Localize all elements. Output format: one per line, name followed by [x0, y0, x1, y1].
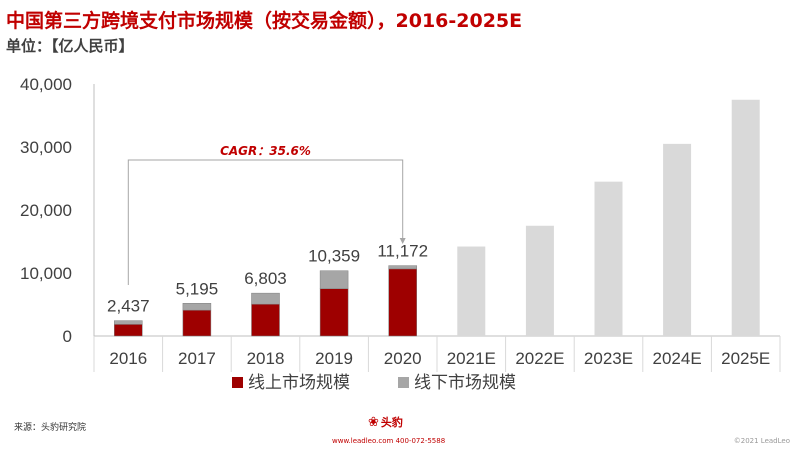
x-tick-label: 2024E — [653, 349, 702, 368]
footer-logo: ❀ 头豹 — [368, 414, 403, 430]
legend-label: 线上市场规模 — [248, 373, 350, 393]
x-tick-label: 2021E — [447, 349, 496, 368]
copyright: ©2021 LeadLeo — [733, 437, 790, 445]
data-label: 10,359 — [308, 247, 360, 266]
offline-bar — [182, 303, 212, 311]
y-tick-label: 10,000 — [20, 264, 72, 283]
cagr-bracket — [127, 159, 404, 285]
source-note: 来源：头豹研究院 — [14, 423, 87, 433]
forecast-bar — [457, 246, 486, 336]
cagr-annotation: CAGR：35.6% — [220, 144, 311, 158]
data-label: 6,803 — [244, 269, 287, 288]
offline-bar — [388, 265, 417, 270]
x-tick-label: 2016 — [109, 349, 147, 368]
legend-swatch — [232, 377, 243, 388]
chart-title: 中国第三方跨境支付市场规模（按交易金额），2016-2025E — [6, 10, 523, 32]
online-bar — [388, 268, 417, 337]
forecast-bar — [731, 99, 760, 336]
data-label: 11,172 — [377, 242, 428, 261]
x-tick-label: 2019 — [315, 349, 353, 368]
x-tick-label: 2023E — [584, 349, 633, 368]
x-tick-label: 2017 — [178, 349, 216, 368]
legend-swatch — [398, 377, 409, 388]
footer-contact: www.leadleo.com 400-072-5588 — [332, 437, 445, 445]
forecast-bar — [663, 143, 692, 336]
bar-chart: 0 10,000 20,000 30,000 40,000 2016 2017 2018 201… — [20, 75, 781, 393]
unit-label: 单位：【亿人民币】 — [6, 37, 134, 55]
website-link[interactable]: www.leadleo.com — [332, 437, 394, 445]
legend-label: 线下市场规模 — [414, 373, 516, 393]
offline-bar — [114, 320, 143, 325]
leopard-logo-icon: ❀ — [368, 414, 379, 430]
offline-bar — [251, 292, 280, 305]
online-bar — [319, 288, 349, 337]
x-tick-label: 2022E — [515, 349, 564, 368]
online-bar — [182, 309, 212, 337]
x-tick-label: 2018 — [247, 349, 285, 368]
data-label: 5,195 — [176, 279, 219, 298]
cagr-arrow-icon — [399, 238, 406, 244]
data-label: 2,437 — [107, 297, 150, 316]
y-tick-label: 30,000 — [20, 138, 72, 157]
y-tick-label: 40,000 — [20, 75, 72, 94]
forecast-bar — [525, 225, 554, 336]
offline-bar — [319, 270, 349, 290]
x-tick-label: 2020 — [384, 349, 422, 368]
online-bar — [114, 324, 143, 337]
forecast-bar — [594, 181, 623, 336]
phone-number: 400-072-5588 — [395, 437, 446, 445]
x-tick-label: 2025E — [721, 349, 770, 368]
brand-name: 头豹 — [380, 416, 403, 429]
y-tick-label: 0 — [63, 327, 72, 346]
y-tick-label: 20,000 — [20, 201, 72, 220]
online-bar — [251, 303, 280, 337]
